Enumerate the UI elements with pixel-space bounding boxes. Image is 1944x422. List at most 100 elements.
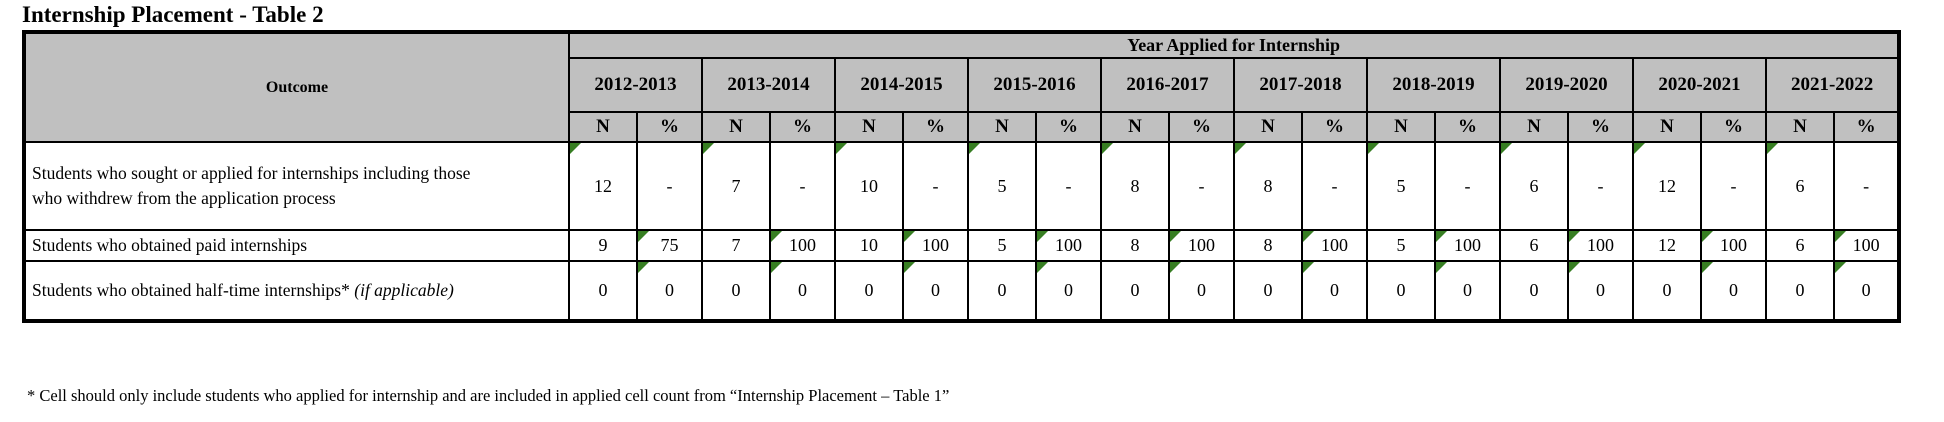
cell-pct: 0 xyxy=(636,259,703,322)
span-header-row: Outcome Year Applied for Internship xyxy=(23,31,1901,143)
cell-pct: 0 xyxy=(1567,259,1634,322)
n-header: N xyxy=(1632,111,1702,143)
cell-pct: 0 xyxy=(1700,259,1767,322)
year-header: 2015-2016 xyxy=(967,57,1102,113)
cell-pct: 100 xyxy=(902,229,969,262)
cell-pct: 100 xyxy=(1567,229,1634,262)
cell-pct: - xyxy=(1567,141,1634,231)
cell-pct: 0 xyxy=(902,259,969,322)
comment-flag-icon xyxy=(639,231,649,242)
pct-header: % xyxy=(902,111,969,143)
pct-header: % xyxy=(1035,111,1102,143)
year-header: 2013-2014 xyxy=(701,57,836,113)
comment-flag-icon xyxy=(1703,231,1713,242)
pct-header: % xyxy=(1301,111,1368,143)
outcome-header: Outcome xyxy=(23,31,570,143)
pct-header: % xyxy=(1567,111,1634,143)
year-header: 2018-2019 xyxy=(1366,57,1501,113)
comment-flag-icon xyxy=(1038,231,1048,242)
comment-flag-icon xyxy=(704,144,714,154)
cell-pct: - xyxy=(1301,141,1368,231)
pct-header: % xyxy=(1832,111,1901,143)
cell-pct: - xyxy=(1832,141,1901,231)
comment-flag-icon xyxy=(1570,262,1580,273)
cell-pct: 0 xyxy=(1035,259,1102,322)
cell-pct: 0 xyxy=(1301,259,1368,322)
comment-flag-icon xyxy=(1171,231,1181,242)
n-header: N xyxy=(1100,111,1170,143)
comment-flag-icon xyxy=(1768,144,1778,154)
cell-pct: 100 xyxy=(1700,229,1767,262)
comment-flag-icon xyxy=(1038,262,1048,273)
cell-pct: 0 xyxy=(1434,259,1501,322)
cell-pct: - xyxy=(902,141,969,231)
year-header: 2020-2021 xyxy=(1632,57,1767,113)
comment-flag-icon xyxy=(970,144,980,154)
year-applied-header: Year Applied for Internship xyxy=(567,31,1901,59)
comment-flag-icon xyxy=(1836,231,1846,242)
comment-flag-icon xyxy=(1304,262,1314,273)
cell-n: 7 xyxy=(701,141,771,231)
cell-n: 6 xyxy=(1499,229,1569,262)
cell-n: 0 xyxy=(834,259,904,322)
cell-pct: 100 xyxy=(1434,229,1501,262)
cell-n: 8 xyxy=(1100,229,1170,262)
n-header: N xyxy=(568,111,638,143)
cell-n: 0 xyxy=(1499,259,1569,322)
cell-pct: - xyxy=(1035,141,1102,231)
cell-n: 5 xyxy=(1366,229,1436,262)
table-row-paid-internships: Students who obtained paid internships 9… xyxy=(23,229,1901,262)
cell-n: 0 xyxy=(1233,259,1303,322)
n-header: N xyxy=(967,111,1037,143)
internship-placement-table: Outcome Year Applied for Internship 2012… xyxy=(22,30,1902,323)
cell-n: 8 xyxy=(1233,229,1303,262)
cell-pct: 0 xyxy=(1832,259,1901,322)
year-header: 2021-2022 xyxy=(1764,57,1901,113)
cell-n: 5 xyxy=(967,141,1037,231)
comment-flag-icon xyxy=(837,144,847,154)
page-title: Internship Placement - Table 2 xyxy=(22,2,324,27)
cell-pct: 0 xyxy=(1168,259,1235,322)
cell-pct: 100 xyxy=(1832,229,1901,262)
year-header-row: 2012-2013 2013-2014 2014-2015 2015-2016 … xyxy=(24,57,1901,113)
year-header: 2012-2013 xyxy=(568,57,703,113)
cell-n: 12 xyxy=(1632,141,1702,231)
cell-n: 0 xyxy=(568,259,638,322)
table-row-half-time-internships: Students who obtained half-time internsh… xyxy=(23,259,1901,322)
n-header: N xyxy=(1765,111,1835,143)
n-header: N xyxy=(1233,111,1303,143)
pct-header: % xyxy=(1700,111,1767,143)
footnote: * Cell should only include students who … xyxy=(27,386,950,405)
comment-flag-icon xyxy=(905,231,915,242)
comment-flag-icon xyxy=(1171,262,1181,273)
n-header: N xyxy=(834,111,904,143)
row-label: Students who obtained paid internships xyxy=(23,229,570,262)
pct-header: % xyxy=(1434,111,1501,143)
cell-pct: 100 xyxy=(1035,229,1102,262)
comment-flag-icon xyxy=(1236,144,1246,154)
comment-flag-icon xyxy=(772,262,782,273)
year-header: 2016-2017 xyxy=(1100,57,1235,113)
cell-n: 0 xyxy=(967,259,1037,322)
cell-pct: - xyxy=(636,141,703,231)
comment-flag-icon xyxy=(1437,262,1447,273)
cell-n: 10 xyxy=(834,229,904,262)
cell-n: 12 xyxy=(568,141,638,231)
cell-n: 0 xyxy=(1765,259,1835,322)
np-header-row: N % N % N % N % N % N % N % N % N % N % xyxy=(24,111,1901,143)
cell-n: 5 xyxy=(1366,141,1436,231)
comment-flag-icon xyxy=(1635,144,1645,154)
year-header: 2019-2020 xyxy=(1499,57,1634,113)
comment-flag-icon xyxy=(1103,144,1113,154)
cell-pct: - xyxy=(1168,141,1235,231)
row-label: Students who obtained half-time internsh… xyxy=(23,259,570,322)
cell-n: 7 xyxy=(701,229,771,262)
cell-n: 0 xyxy=(1100,259,1170,322)
year-header: 2017-2018 xyxy=(1233,57,1368,113)
pct-header: % xyxy=(636,111,703,143)
comment-flag-icon xyxy=(1369,144,1379,154)
comment-flag-icon xyxy=(1703,262,1713,273)
comment-flag-icon xyxy=(1502,144,1512,154)
year-header: 2014-2015 xyxy=(834,57,969,113)
cell-pct: 100 xyxy=(1301,229,1368,262)
